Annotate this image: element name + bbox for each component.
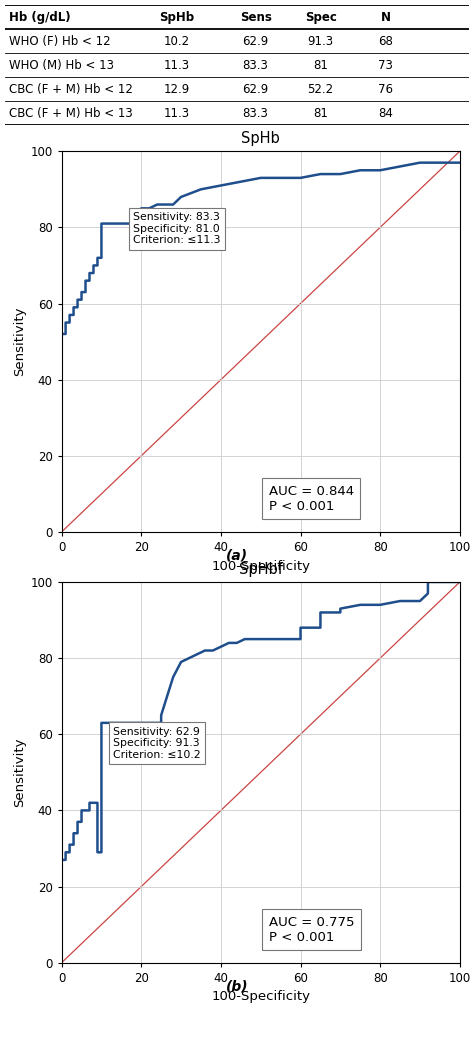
Y-axis label: Sensitivity: Sensitivity	[13, 737, 26, 807]
Text: AUC = 0.844
P < 0.001: AUC = 0.844 P < 0.001	[269, 485, 354, 513]
Text: WHO (F) Hb < 12: WHO (F) Hb < 12	[9, 34, 111, 48]
Text: 83.3: 83.3	[243, 106, 268, 120]
Text: Sensitivity: 83.3
Specificity: 81.0
Criterion: ≤11.3: Sensitivity: 83.3 Specificity: 81.0 Crit…	[133, 212, 221, 245]
Text: SpHb: SpHb	[159, 10, 194, 24]
Text: 62.9: 62.9	[243, 34, 269, 48]
Text: 11.3: 11.3	[164, 58, 190, 72]
X-axis label: 100-Specificity: 100-Specificity	[211, 559, 310, 573]
Text: Hb (g/dL): Hb (g/dL)	[9, 10, 71, 24]
Text: Sens: Sens	[240, 10, 272, 24]
Text: WHO (M) Hb < 13: WHO (M) Hb < 13	[9, 58, 114, 72]
Text: 12.9: 12.9	[164, 82, 190, 96]
Text: Sensitivity: 62.9
Specificity: 91.3
Criterion: ≤10.2: Sensitivity: 62.9 Specificity: 91.3 Crit…	[113, 727, 201, 760]
X-axis label: 100-Specificity: 100-Specificity	[211, 990, 310, 1003]
Text: 52.2: 52.2	[308, 82, 334, 96]
Text: 11.3: 11.3	[164, 106, 190, 120]
Text: N: N	[381, 10, 391, 24]
Text: CBC (F + M) Hb < 12: CBC (F + M) Hb < 12	[9, 82, 133, 96]
Text: 81: 81	[313, 58, 328, 72]
Text: CBC (F + M) Hb < 13: CBC (F + M) Hb < 13	[9, 106, 133, 120]
Text: AUC = 0.775
P < 0.001: AUC = 0.775 P < 0.001	[269, 916, 354, 944]
Text: 76: 76	[378, 82, 393, 96]
Text: Spec: Spec	[305, 10, 337, 24]
Text: 83.3: 83.3	[243, 58, 268, 72]
Text: 84: 84	[378, 106, 393, 120]
Text: 10.2: 10.2	[164, 34, 190, 48]
Text: 73: 73	[378, 58, 393, 72]
Text: (b): (b)	[226, 979, 248, 994]
Text: 91.3: 91.3	[308, 34, 334, 48]
Text: 68: 68	[378, 34, 393, 48]
Title: SpHbf: SpHbf	[239, 562, 283, 577]
Text: 62.9: 62.9	[243, 82, 269, 96]
Text: (a): (a)	[226, 549, 248, 563]
Text: 81: 81	[313, 106, 328, 120]
Title: SpHb: SpHb	[241, 131, 280, 146]
Y-axis label: Sensitivity: Sensitivity	[13, 307, 26, 377]
